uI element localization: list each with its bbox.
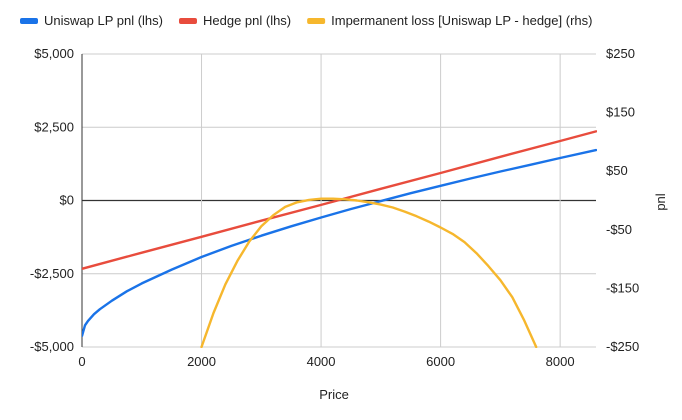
y-left-tick-label: $5,000: [34, 46, 74, 61]
tick-labels: -$5,000 -$2,500 $0 $2,500 $5,000 0 2000 4000 600…: [30, 46, 639, 369]
legend: Uniswap LP pnl (lhs) Hedge pnl (lhs) Imper…: [20, 13, 592, 28]
legend-swatch: [20, 18, 38, 24]
y-right-tick-label: $50: [606, 163, 628, 178]
x-axis-title: Price: [319, 387, 349, 402]
legend-label: Hedge pnl (lhs): [203, 13, 291, 28]
legend-swatch: [307, 18, 326, 24]
legend-label: Impermanent loss [Uniswap LP - hedge] (r…: [331, 13, 592, 28]
legend-item-uniswap-lp-pnl: Uniswap LP pnl (lhs): [20, 13, 163, 28]
series-impermanent-loss: [200, 197, 538, 348]
y-right-tick-label: $250: [606, 46, 635, 61]
series-hedge-pnl: [82, 130, 597, 270]
legend-swatch: [178, 18, 197, 24]
series-uniswap-lp-pnl: [82, 148, 597, 338]
y-left-tick-label: -$2,500: [30, 266, 74, 281]
legend-item-hedge-pnl: Hedge pnl (lhs): [178, 13, 291, 28]
x-tick-label: 8000: [546, 354, 575, 369]
x-tick-label: 6000: [426, 354, 455, 369]
y-right-tick-label: -$150: [606, 280, 639, 295]
legend-label: Uniswap LP pnl (lhs): [44, 13, 163, 28]
y-left-tick-label: -$5,000: [30, 339, 74, 354]
legend-item-impermanent-loss: Impermanent loss [Uniswap LP - hedge] (r…: [307, 13, 592, 28]
y-right-tick-label: $150: [606, 105, 635, 120]
x-tick-label: 2000: [187, 354, 216, 369]
y-right-tick-label: -$250: [606, 339, 639, 354]
y-left-tick-label: $0: [60, 193, 74, 208]
x-tick-label: 0: [78, 354, 85, 369]
x-tick-label: 4000: [307, 354, 336, 369]
y-right-axis-title: pnl: [653, 193, 668, 210]
y-left-tick-label: $2,500: [34, 119, 74, 134]
y-right-tick-label: -$50: [606, 222, 632, 237]
series-lines: [82, 130, 597, 348]
